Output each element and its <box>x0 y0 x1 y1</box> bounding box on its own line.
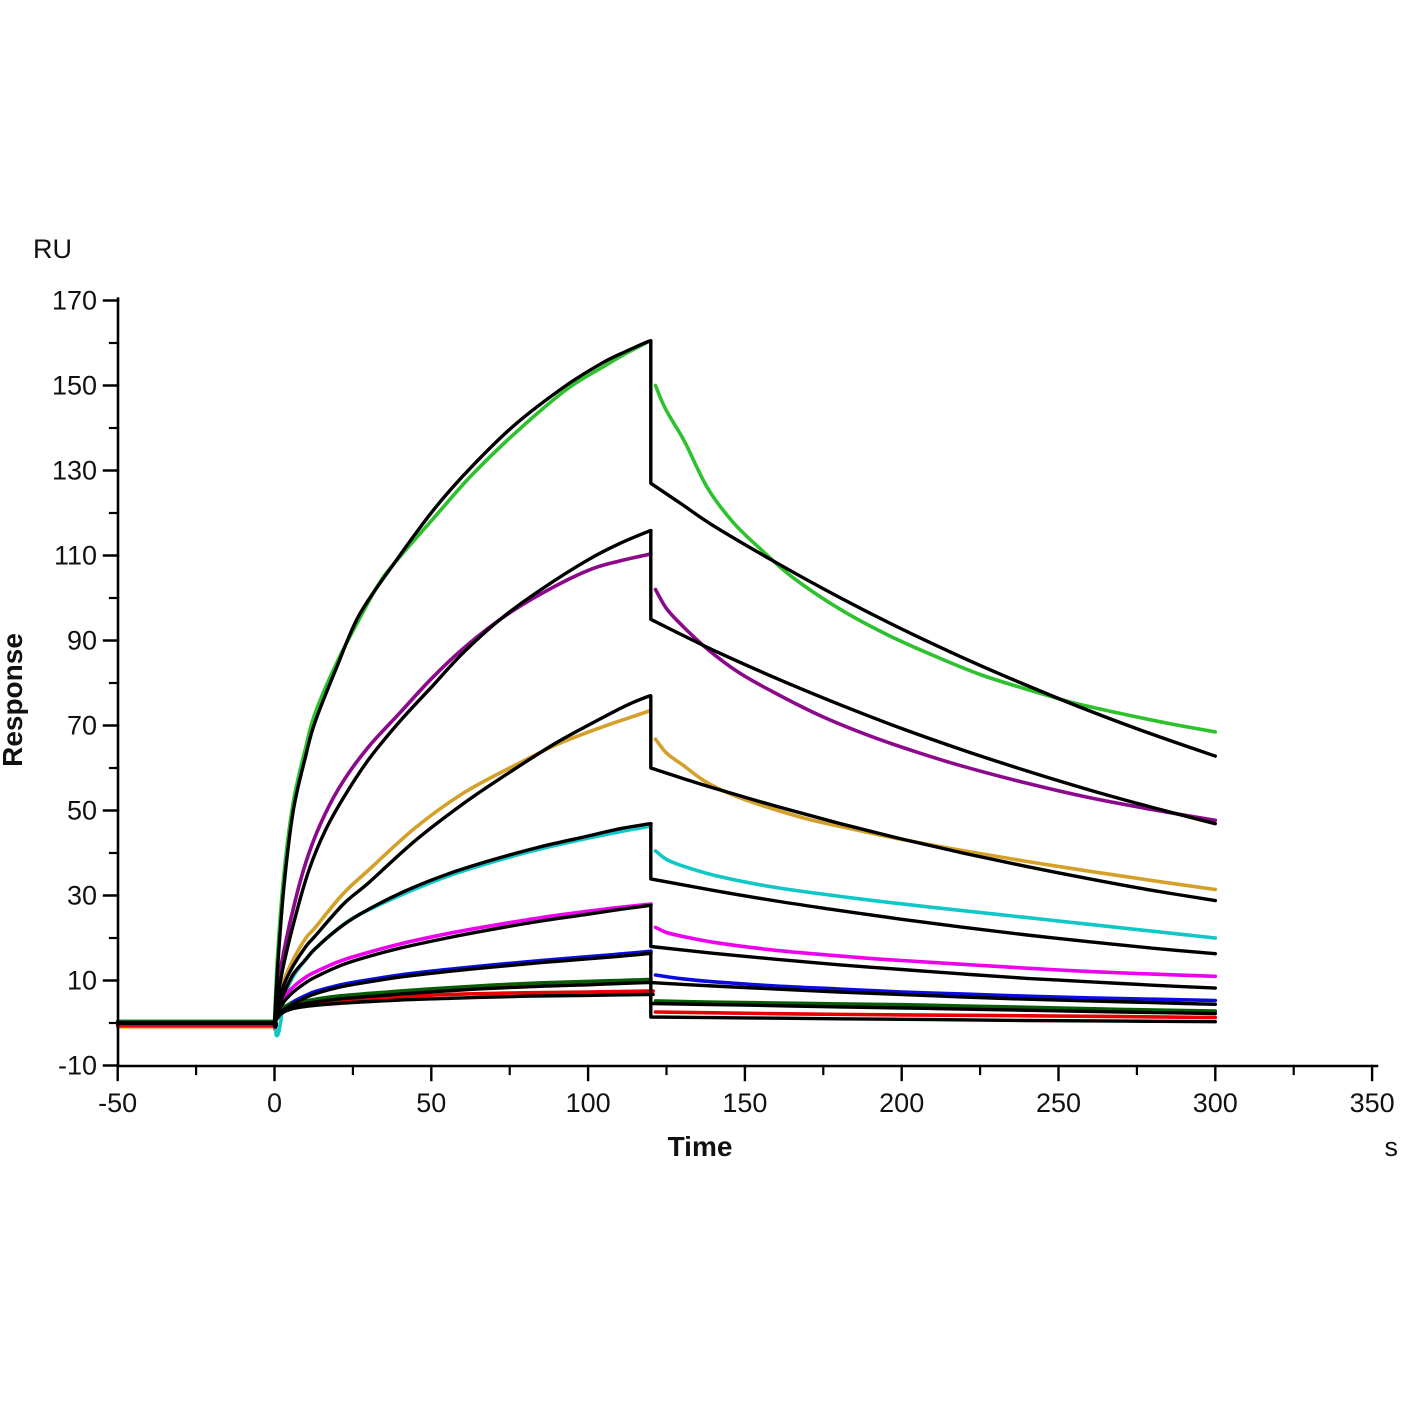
y-tick-label-110: 110 <box>54 541 97 571</box>
y-tick-label-70: 70 <box>67 711 97 741</box>
x-tick-label-200: 200 <box>879 1088 924 1118</box>
x-tick-label-300: 300 <box>1193 1088 1238 1118</box>
y-tick-label-30: 30 <box>67 881 97 911</box>
curve-green-fit <box>116 339 1217 1029</box>
x-axis-title: Time <box>668 1131 733 1162</box>
y-tick-label-90: 90 <box>67 626 97 656</box>
y-tick-label-170: 170 <box>52 286 97 316</box>
y-tick-label-130: 130 <box>52 456 97 486</box>
x-tick-label--50: -50 <box>98 1088 137 1118</box>
y-tick-label--10: -10 <box>58 1051 97 1081</box>
x-axis-unit-label: s <box>1385 1132 1399 1162</box>
x-tick-label-350: 350 <box>1350 1088 1395 1118</box>
y-tick-label-150: 150 <box>52 371 97 401</box>
y-tick-label-50: 50 <box>67 796 97 826</box>
tick-labels-layer: -10 10 30 50 70 90 110 130 150 170 -50 0 50 100 150 200… <box>52 286 1395 1119</box>
x-tick-label-250: 250 <box>1036 1088 1081 1118</box>
curve-red-fit <box>116 992 1217 1026</box>
curves-layer <box>115 339 1218 1038</box>
curve-purple-data <box>115 551 1218 1031</box>
curve-purple-fit <box>116 528 1217 1027</box>
y-axis-title: Response <box>0 633 28 767</box>
y-tick-label-10: 10 <box>67 966 97 996</box>
y-axis-unit-label: RU <box>33 234 72 264</box>
x-tick-label-100: 100 <box>566 1088 611 1118</box>
x-tick-label-50: 50 <box>416 1088 446 1118</box>
x-tick-label-0: 0 <box>267 1088 282 1118</box>
axes-layer <box>102 297 1379 1082</box>
x-tick-label-150: 150 <box>722 1088 767 1118</box>
